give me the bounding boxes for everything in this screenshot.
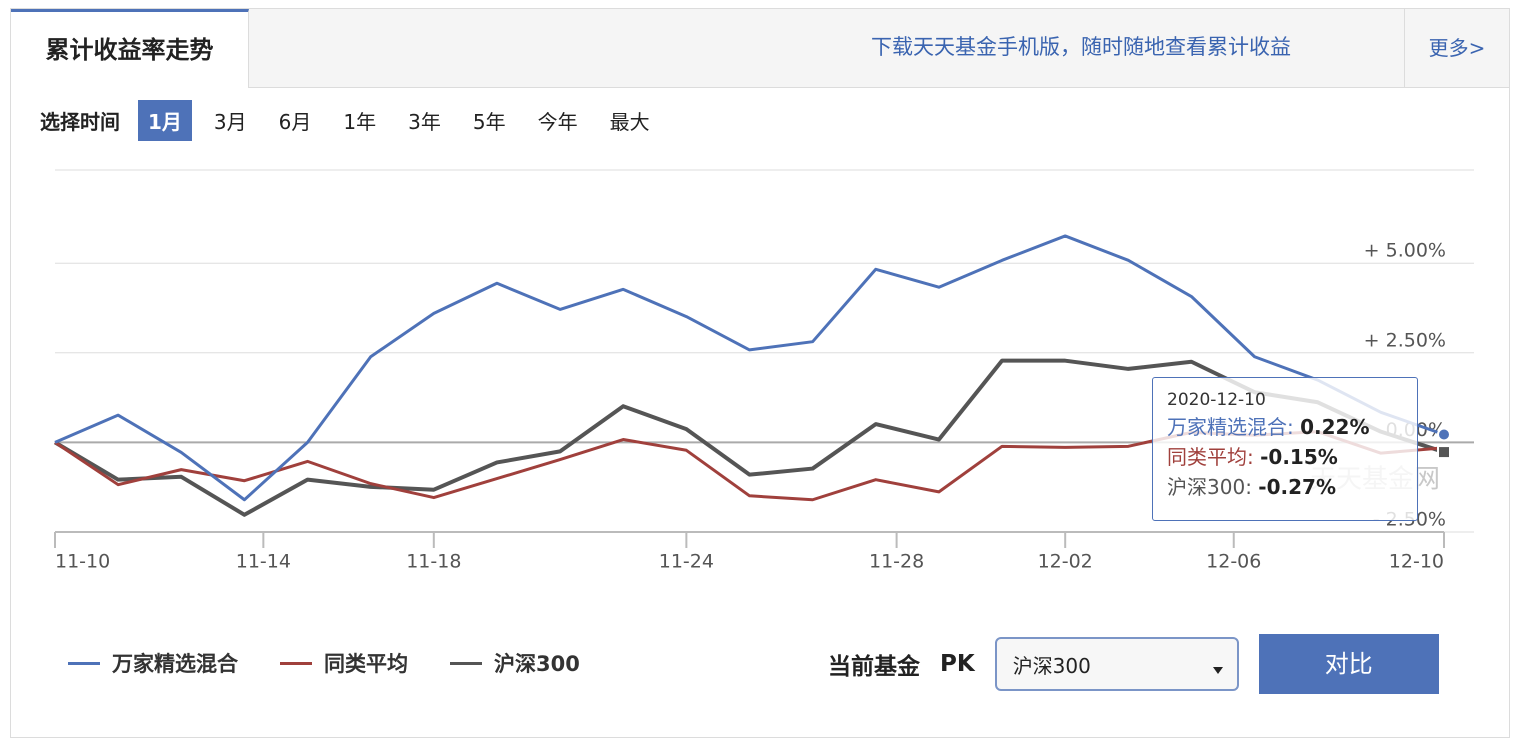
legend-label: 万家精选混合: [112, 652, 238, 676]
compare-label: 当前基金: [828, 654, 920, 680]
time-select: 选择时间 1月 3月 6月 1年 3年 5年 今年 最大: [40, 100, 672, 141]
tooltip-value: -0.15%: [1260, 445, 1338, 469]
legend-swatch: [450, 661, 482, 665]
tooltip-row: 沪深300-0.27%: [1167, 472, 1417, 502]
point-marker: [1437, 427, 1451, 442]
time-option[interactable]: 1月: [138, 100, 192, 141]
time-option[interactable]: 1年: [343, 110, 377, 134]
tab[interactable]: 累计收益率走势: [11, 9, 249, 88]
download-link[interactable]: 下载天天基金手机版，随时随地查看累计收益: [871, 35, 1291, 59]
tooltip-name: 沪深300: [1167, 475, 1258, 499]
x-tick-label: 12-10: [1389, 551, 1444, 573]
legend-swatch: [280, 661, 312, 665]
legend-label: 同类平均: [324, 652, 408, 676]
pk-label: PK: [940, 651, 975, 677]
tooltip-name: 同类平均: [1167, 445, 1260, 469]
compare: 当前基金 PK 沪深300 对比: [828, 634, 1439, 694]
x-tick-label: 11-28: [869, 551, 924, 573]
time-option[interactable]: 今年: [537, 110, 578, 134]
tooltip: 2020-12-10 万家精选混合0.22%同类平均-0.15%沪深300-0.…: [1152, 377, 1418, 521]
tooltip-row: 万家精选混合0.22%: [1167, 412, 1417, 442]
time-option[interactable]: 3月: [213, 110, 247, 134]
tooltip-row: 同类平均-0.15%: [1167, 442, 1417, 472]
legend-item[interactable]: 万家精选混合: [68, 648, 238, 678]
tooltip-value: 0.22%: [1300, 415, 1370, 439]
panel: 累计收益率走势 下载天天基金手机版，随时随地查看累计收益 更多>: [10, 8, 1510, 738]
tooltip-date: 2020-12-10: [1167, 390, 1266, 410]
time-option[interactable]: 5年: [472, 110, 506, 134]
more-link[interactable]: 更多>: [1404, 9, 1509, 87]
x-tick-label: 12-06: [1206, 551, 1261, 573]
time-option[interactable]: 最大: [609, 110, 650, 134]
legend-item[interactable]: 沪深300: [450, 648, 580, 678]
legend-label: 沪深300: [494, 652, 580, 676]
tooltip-name: 万家精选混合: [1167, 415, 1300, 439]
x-tick-label: 11-24: [659, 551, 714, 573]
series-line: [54, 234, 1445, 502]
time-option[interactable]: 6月: [278, 110, 312, 134]
legend-swatch: [68, 661, 100, 665]
point-marker: [1437, 445, 1451, 460]
compare-button[interactable]: 对比: [1258, 634, 1439, 694]
select[interactable]: 沪深300: [994, 637, 1239, 691]
tooltip-value: -0.27%: [1258, 475, 1336, 499]
series-line: [53, 358, 1445, 517]
x-tick-label: 11-14: [236, 551, 291, 573]
x-tick-label: 11-18: [406, 551, 461, 573]
time-option[interactable]: 3年: [408, 110, 441, 134]
legend: 万家精选混合 同类平均 沪深300: [68, 648, 622, 678]
x-tick-label: 11-10: [55, 551, 110, 573]
time-select-label: 选择时间: [40, 110, 120, 134]
y-tick-label: + 2.50%: [1364, 329, 1446, 351]
legend-item[interactable]: 同类平均: [280, 648, 408, 678]
x-tick-label: 12-02: [1038, 551, 1093, 573]
y-tick-label: + 5.00%: [1364, 240, 1446, 262]
header: 累计收益率走势 下载天天基金手机版，随时随地查看累计收益 更多>: [11, 9, 1509, 88]
